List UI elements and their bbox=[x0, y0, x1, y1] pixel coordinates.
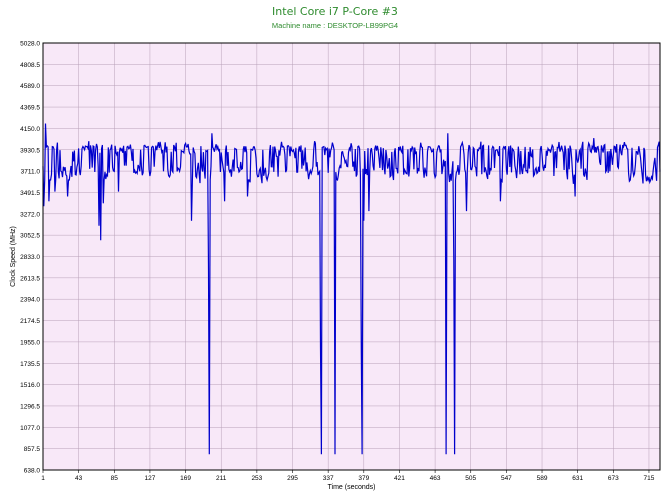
y-tick-label: 2833.0 bbox=[20, 254, 40, 261]
x-tick-label: 505 bbox=[465, 475, 476, 482]
x-tick-label: 169 bbox=[180, 475, 191, 482]
x-tick-label: 631 bbox=[572, 475, 583, 482]
x-tick-label: 211 bbox=[216, 475, 227, 482]
chart-title: Intel Core i7 P-Core #3 bbox=[272, 5, 398, 18]
y-tick-label: 2394.0 bbox=[20, 297, 40, 304]
x-tick-label: 127 bbox=[145, 475, 156, 482]
chart-subtitle: Machine name : DESKTOP-LB99PG4 bbox=[271, 21, 399, 30]
y-tick-label: 3930.5 bbox=[20, 147, 40, 154]
y-tick-label: 4369.5 bbox=[20, 105, 40, 112]
x-tick-label: 715 bbox=[644, 475, 655, 482]
y-tick-label: 4150.0 bbox=[20, 126, 40, 133]
y-tick-label: 638.0 bbox=[24, 468, 41, 475]
y-tick-label: 4808.5 bbox=[20, 62, 40, 69]
y-tick-label: 3491.5 bbox=[20, 190, 40, 197]
x-tick-label: 253 bbox=[251, 475, 262, 482]
plot-border bbox=[42, 42, 661, 471]
y-tick-label: 2613.5 bbox=[20, 275, 40, 282]
y-tick-label: 1296.5 bbox=[20, 403, 40, 410]
x-tick-label: 295 bbox=[287, 475, 298, 482]
y-tick-label: 1516.0 bbox=[20, 382, 40, 389]
x-tick-label: 337 bbox=[323, 475, 334, 482]
y-tick-label: 5028.0 bbox=[20, 41, 40, 48]
x-tick-label: 463 bbox=[430, 475, 441, 482]
y-tick-label: 1955.0 bbox=[20, 339, 40, 346]
y-tick-label: 1077.0 bbox=[20, 425, 40, 432]
x-tick-label: 421 bbox=[394, 475, 405, 482]
x-axis-label: Time (seconds) bbox=[328, 484, 376, 491]
x-tick-label: 85 bbox=[111, 475, 119, 482]
y-tick-label: 1735.5 bbox=[20, 361, 40, 368]
x-tick-label: 589 bbox=[537, 475, 548, 482]
series-line bbox=[42, 123, 661, 455]
y-tick-label: 3052.5 bbox=[20, 233, 40, 240]
x-axis-ticks: 1 43 85 127 169 211 253 295 337 379 421 463 505 547 58… bbox=[41, 470, 655, 482]
x-tick-label: 547 bbox=[501, 475, 512, 482]
y-tick-label: 3711.0 bbox=[21, 169, 41, 176]
x-tick-label: 673 bbox=[608, 475, 619, 482]
y-tick-label: 3272.0 bbox=[20, 211, 40, 218]
grid-lines bbox=[42, 42, 660, 471]
x-tick-label: 1 bbox=[41, 475, 45, 482]
y-axis-label: Clock Speed (MHz) bbox=[10, 226, 17, 287]
y-axis-ticks: 638.0 857.5 1077.0 1296.5 1516.0 1735.5 1955.0… bbox=[20, 41, 40, 475]
y-tick-label: 4589.0 bbox=[20, 83, 40, 90]
x-tick-label: 43 bbox=[75, 475, 83, 482]
x-tick-label: 379 bbox=[358, 475, 369, 482]
y-tick-label: 857.5 bbox=[24, 446, 41, 453]
y-tick-label: 2174.5 bbox=[20, 318, 40, 325]
